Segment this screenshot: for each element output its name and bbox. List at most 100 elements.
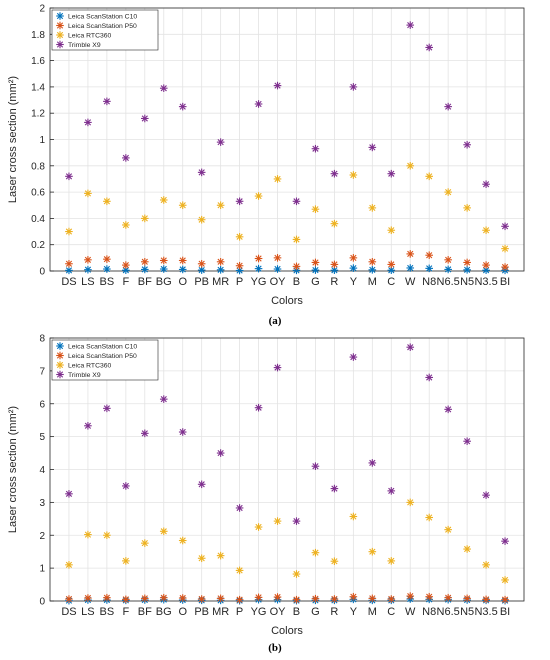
x-tick-label: W [405, 276, 416, 288]
data-point [103, 593, 111, 602]
data-point [103, 197, 111, 206]
data-point [482, 595, 490, 604]
legend-label: Trimble X9 [68, 372, 101, 379]
data-point [273, 517, 282, 525]
x-tick-label: F [122, 276, 129, 288]
data-point [159, 196, 168, 204]
x-tick-label: C [387, 606, 395, 618]
legend-marker [56, 351, 64, 360]
data-point [141, 265, 149, 274]
panel-b-caption: (b) [268, 642, 282, 654]
data-point [141, 539, 149, 547]
data-point [235, 233, 244, 241]
data-point [349, 512, 358, 521]
data-point [197, 554, 206, 563]
data-point [482, 180, 490, 189]
data-point [197, 595, 206, 603]
legend-marker [56, 12, 64, 20]
legend: Leica ScanStation C10 Leica ScanStation P… [51, 339, 159, 381]
data-point [444, 102, 452, 111]
data-point [425, 43, 433, 52]
data-point [65, 259, 73, 268]
legend-label: Trimble X9 [68, 42, 101, 49]
data-point [482, 226, 490, 235]
data-point [387, 487, 396, 495]
data-point [425, 592, 433, 601]
data-point [330, 260, 339, 269]
data-point [103, 404, 111, 413]
data-point [65, 595, 73, 603]
data-point [65, 490, 73, 498]
legend-marker [56, 31, 64, 39]
data-point [330, 169, 339, 178]
data-point [482, 491, 490, 499]
data-point [122, 154, 130, 162]
data-point [178, 265, 187, 274]
data-point [425, 373, 433, 382]
data-point [444, 265, 452, 274]
data-point [444, 405, 452, 414]
x-tick-label: Y [350, 606, 358, 618]
data-point [178, 201, 187, 210]
x-tick-label: Y [350, 276, 358, 288]
data-point [235, 261, 244, 270]
y-tick-label: 0 [39, 267, 45, 278]
data-point [216, 201, 225, 210]
data-point [501, 244, 509, 253]
y-tick-label: 1.8 [31, 30, 45, 41]
legend-marker [56, 370, 64, 379]
y-tick-label: 1.4 [31, 82, 45, 93]
data-point [349, 83, 358, 91]
data-point [103, 255, 111, 263]
x-tick-label: LS [81, 606, 94, 618]
data-point [197, 215, 206, 224]
data-point [406, 343, 415, 352]
data-point [482, 266, 490, 275]
data-point [292, 197, 301, 206]
x-tick-label: N5 [460, 276, 474, 288]
data-point [463, 594, 471, 603]
data-point [406, 592, 415, 600]
y-tick-label: 2 [39, 531, 45, 542]
x-tick-label: G [311, 606, 320, 618]
legend-label: Leica ScanStation C10 [68, 14, 137, 21]
data-point [330, 557, 339, 566]
data-point [178, 536, 187, 545]
x-tick-label: N3.5 [474, 606, 497, 618]
x-tick-label: DS [61, 276, 76, 288]
y-tick-label: 0.2 [31, 240, 45, 251]
data-point [273, 81, 282, 90]
legend-label: Leica RTC360 [68, 33, 112, 40]
data-point [254, 523, 263, 531]
x-tick-label: N6.5 [437, 276, 460, 288]
series-3 [65, 343, 509, 545]
series-2 [65, 498, 509, 584]
x-tick-label: F [122, 606, 129, 618]
x-tick-label: N8 [422, 606, 436, 618]
data-point [235, 504, 244, 512]
x-tick-label: BS [100, 606, 115, 618]
data-point [103, 531, 111, 540]
data-point [141, 429, 149, 438]
x-tick-label: G [311, 276, 320, 288]
x-tick-label: BG [156, 606, 172, 618]
data-point [65, 227, 73, 236]
data-point [122, 221, 130, 229]
x-tick-label: OY [270, 606, 287, 618]
data-point [368, 459, 377, 467]
data-point [235, 266, 244, 275]
data-point [84, 265, 92, 274]
y-tick-label: 8 [39, 334, 45, 345]
data-point [330, 595, 339, 603]
data-point [425, 513, 433, 522]
x-tick-label: W [405, 606, 416, 618]
y-tick-label: 0.8 [31, 161, 45, 172]
x-tick-label: YG [251, 276, 267, 288]
data-point [84, 256, 92, 264]
data-point [216, 449, 225, 457]
data-point [292, 235, 301, 244]
data-point [122, 261, 130, 269]
data-point [292, 517, 301, 525]
x-tick-label: MR [212, 606, 229, 618]
